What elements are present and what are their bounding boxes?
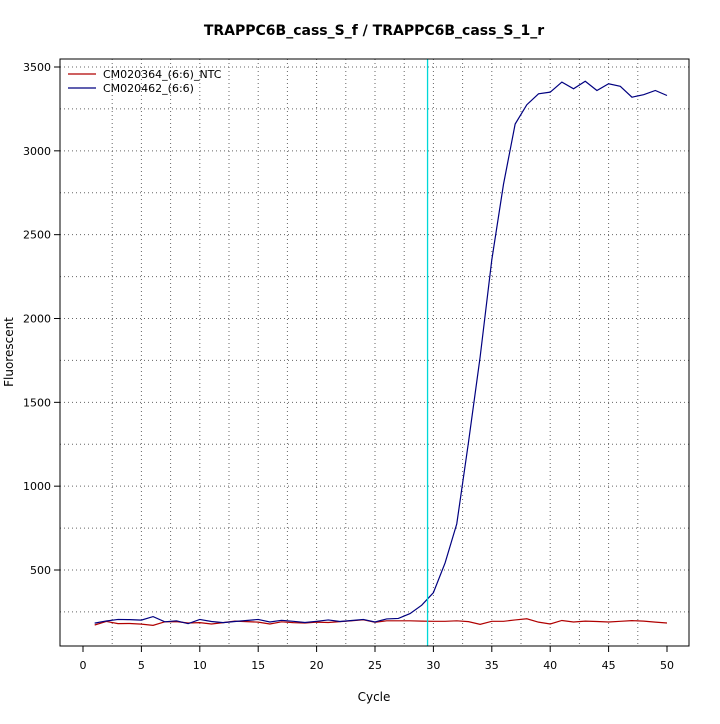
x-tick-label: 25 (368, 659, 382, 672)
series-layer (94, 80, 668, 626)
x-axis-label: Cycle (358, 690, 391, 704)
legend-label-2: CM020462_(6:6) (103, 82, 194, 95)
x-tick-label: 50 (660, 659, 674, 672)
legend-label-1: CM020364_(6:6)_NTC (103, 68, 222, 81)
y-tick-label: 3000 (23, 145, 51, 158)
y-axis-label: Fluorescent (2, 317, 16, 387)
y-tick-label: 1500 (23, 396, 51, 409)
x-tick-label: 20 (310, 659, 324, 672)
axis-layer: 0 5 10 15 20 25 30 35 40 45 50 500 1000 1500 2000 2500 3… (23, 61, 674, 672)
x-tick-label: 0 (80, 659, 87, 672)
grid-layer (60, 59, 689, 646)
y-tick-label: 3500 (23, 61, 51, 74)
chart-title: TRAPPC6B_cass_S_f / TRAPPC6B_cass_S_1_r (204, 23, 544, 39)
x-tick-label: 35 (485, 659, 499, 672)
y-tick-label: 500 (30, 564, 51, 577)
x-tick-label: 10 (193, 659, 207, 672)
x-tick-label: 45 (602, 659, 616, 672)
y-tick-label: 2000 (23, 313, 51, 326)
series-line-2 (94, 80, 668, 625)
x-tick-label: 5 (138, 659, 145, 672)
x-tick-label: 30 (426, 659, 440, 672)
x-tick-label: 15 (251, 659, 265, 672)
y-tick-label: 1000 (23, 480, 51, 493)
x-tick-label: 40 (543, 659, 557, 672)
y-tick-label: 2500 (23, 229, 51, 242)
